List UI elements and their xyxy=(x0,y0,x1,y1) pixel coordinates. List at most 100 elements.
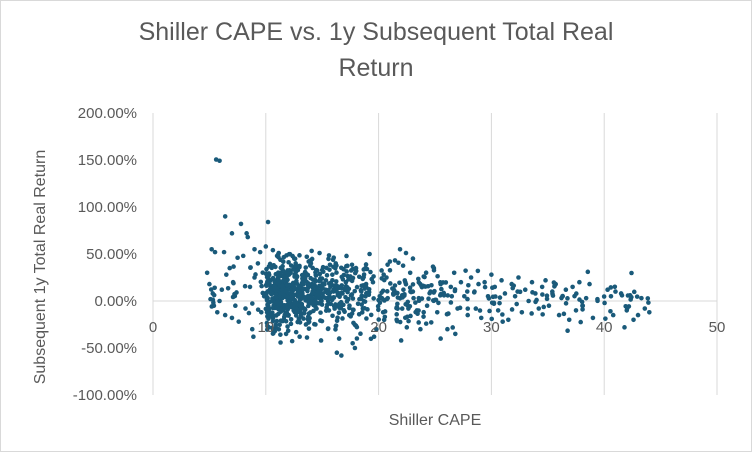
data-point xyxy=(388,281,393,286)
data-point xyxy=(269,325,275,331)
data-point xyxy=(402,315,408,321)
chart-title: Shiller CAPE vs. 1y Subsequent Total Rea… xyxy=(0,14,752,86)
data-point xyxy=(392,283,398,288)
data-point xyxy=(285,328,291,334)
data-point xyxy=(267,313,273,319)
data-point xyxy=(281,259,286,265)
data-point xyxy=(313,279,318,284)
data-point xyxy=(359,296,364,302)
data-point xyxy=(255,261,261,266)
data-point xyxy=(565,296,570,301)
data-point xyxy=(608,308,613,314)
data-point xyxy=(360,276,366,282)
data-point xyxy=(235,255,240,261)
data-point xyxy=(287,268,292,273)
data-point xyxy=(541,304,547,310)
data-point xyxy=(337,303,343,309)
data-point xyxy=(314,268,320,273)
data-point xyxy=(376,297,381,303)
data-point xyxy=(374,326,379,332)
data-point xyxy=(343,294,348,300)
data-point xyxy=(466,282,471,288)
data-point xyxy=(344,299,350,304)
data-point xyxy=(570,284,575,290)
data-point xyxy=(285,298,290,303)
data-point xyxy=(230,294,236,300)
data-point xyxy=(631,289,637,295)
data-point xyxy=(302,274,308,280)
data-point xyxy=(225,285,231,291)
data-point xyxy=(366,292,372,298)
data-point xyxy=(367,251,372,257)
data-point xyxy=(495,308,501,313)
data-point xyxy=(511,283,517,288)
data-point xyxy=(229,231,235,236)
data-point xyxy=(350,341,355,346)
data-point xyxy=(307,258,313,263)
data-point xyxy=(319,284,325,289)
data-point xyxy=(278,265,284,271)
data-point xyxy=(258,309,264,315)
data-point xyxy=(384,289,390,294)
data-point xyxy=(402,278,408,283)
data-point xyxy=(476,281,481,287)
data-point xyxy=(416,280,422,285)
data-point xyxy=(565,328,570,334)
data-point xyxy=(449,294,455,299)
data-point xyxy=(359,302,364,307)
data-point xyxy=(318,276,323,281)
data-point xyxy=(352,288,358,294)
data-point xyxy=(543,278,548,283)
data-point xyxy=(278,318,284,323)
data-point xyxy=(306,326,312,331)
data-point xyxy=(445,326,450,332)
data-point xyxy=(276,327,282,332)
data-point xyxy=(486,296,492,301)
x-tick-label: 20 xyxy=(370,319,387,336)
data-point xyxy=(363,262,369,267)
data-point xyxy=(353,268,359,274)
data-point xyxy=(410,256,416,261)
data-point xyxy=(399,306,405,311)
data-point xyxy=(441,290,447,296)
y-tick-label: -100.00% xyxy=(73,387,137,404)
data-point xyxy=(327,262,333,268)
data-point xyxy=(539,284,545,290)
data-point xyxy=(444,311,450,317)
data-point xyxy=(421,309,426,315)
data-point xyxy=(631,317,636,323)
data-point xyxy=(244,231,249,236)
data-point xyxy=(368,312,374,318)
data-point xyxy=(464,289,470,294)
data-point xyxy=(613,289,618,294)
data-point xyxy=(556,312,562,318)
data-point xyxy=(350,307,356,312)
data-point xyxy=(394,312,399,317)
data-point xyxy=(490,294,496,300)
data-point xyxy=(313,300,319,305)
data-point xyxy=(491,301,497,306)
data-point xyxy=(517,289,523,295)
data-point xyxy=(646,300,651,305)
data-point xyxy=(211,300,216,306)
data-point xyxy=(338,299,344,305)
data-point xyxy=(431,290,437,295)
data-point xyxy=(336,310,342,316)
tick-labels: 0 10 20 30 40 50 200.00% 150.00% 100.00% 50.00% 0.… xyxy=(73,105,726,404)
data-point xyxy=(626,304,632,309)
data-point xyxy=(312,321,317,327)
data-point xyxy=(573,308,579,313)
data-point xyxy=(288,316,294,322)
data-point xyxy=(207,281,212,287)
data-point xyxy=(264,309,270,315)
y-tick-label: 100.00% xyxy=(78,199,137,216)
data-point xyxy=(277,322,282,328)
data-point xyxy=(416,295,422,301)
data-point xyxy=(580,307,585,312)
data-point xyxy=(434,309,440,315)
data-point xyxy=(288,263,294,268)
data-point xyxy=(363,284,369,290)
data-point xyxy=(487,308,492,314)
data-point xyxy=(259,283,264,289)
data-point xyxy=(499,278,504,283)
